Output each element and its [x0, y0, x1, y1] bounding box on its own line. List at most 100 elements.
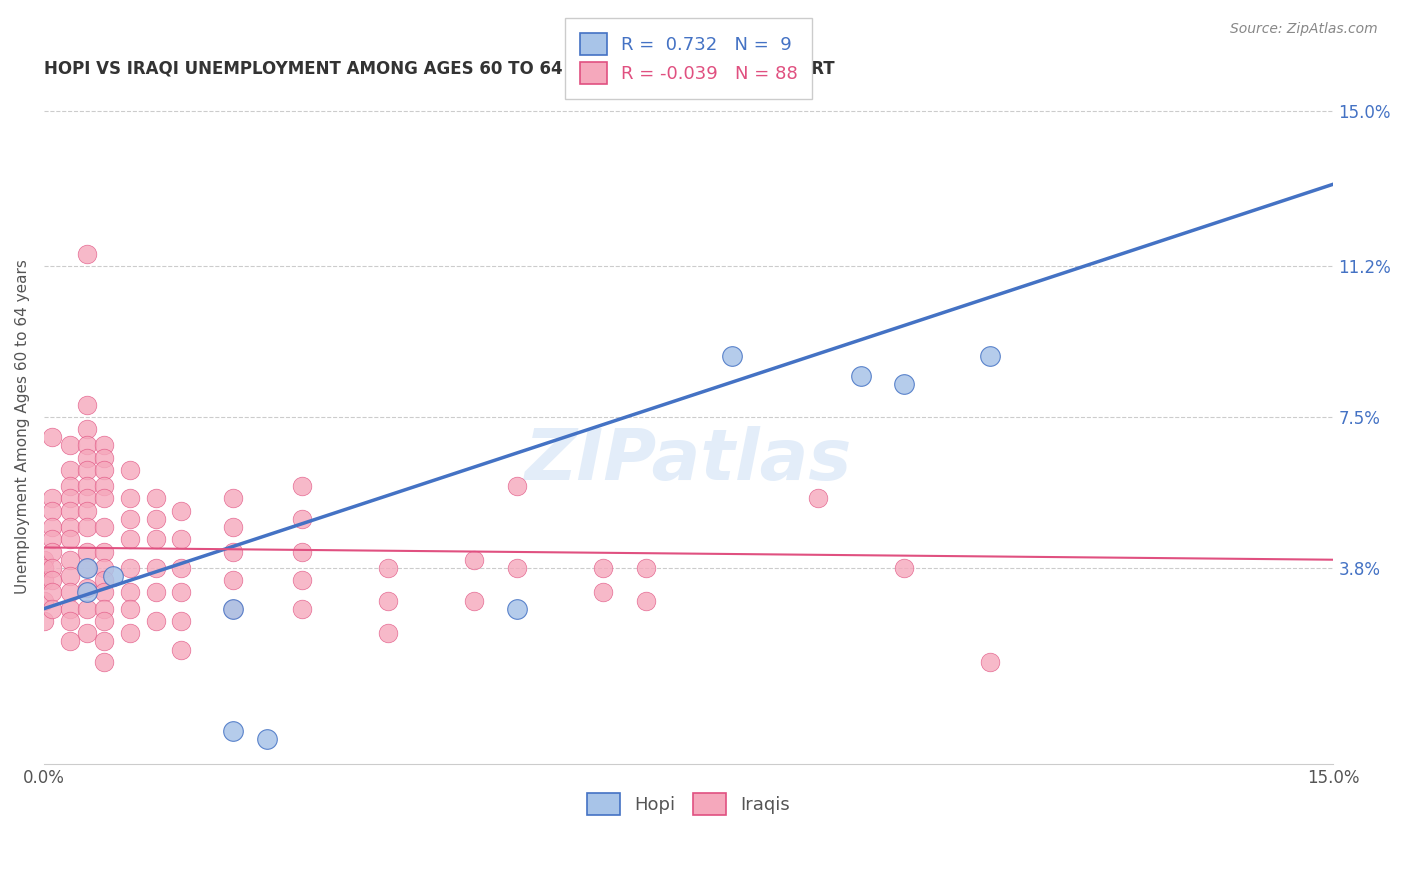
Text: ZIPatlas: ZIPatlas [524, 426, 852, 495]
Point [59, 504, 82, 518]
Point [76, 582, 98, 596]
Point [32, 552, 55, 566]
Point [93, 614, 115, 628]
Point [41, 601, 63, 615]
Point [145, 561, 167, 575]
Point [170, 585, 193, 599]
Point [41, 533, 63, 547]
Point [806, 491, 828, 506]
Point [634, 561, 657, 575]
Point [222, 520, 245, 534]
Point [59, 614, 82, 628]
Point [93, 491, 115, 506]
Point [93, 585, 115, 599]
Point [76, 246, 98, 260]
Point [59, 520, 82, 534]
Point [256, 732, 278, 747]
Point [59, 491, 82, 506]
Point [59, 634, 82, 648]
Point [41, 504, 63, 518]
Point [506, 479, 529, 493]
Point [41, 573, 63, 587]
Point [93, 544, 115, 558]
Point [592, 585, 614, 599]
Point [76, 585, 98, 599]
Point [291, 479, 314, 493]
Point [291, 573, 314, 587]
Point [170, 561, 193, 575]
Point [118, 561, 141, 575]
Point [76, 422, 98, 436]
Point [222, 491, 245, 506]
Point [222, 601, 245, 615]
Point [145, 614, 167, 628]
Point [76, 398, 98, 412]
Legend: Hopi, Iraqis: Hopi, Iraqis [581, 786, 797, 822]
Point [377, 593, 399, 607]
Point [170, 642, 193, 657]
Point [170, 533, 193, 547]
Point [76, 520, 98, 534]
Point [463, 593, 485, 607]
Point [93, 561, 115, 575]
Point [222, 601, 245, 615]
Point [93, 450, 115, 465]
Point [145, 533, 167, 547]
Point [41, 561, 63, 575]
Point [41, 430, 63, 444]
Point [145, 585, 167, 599]
Point [59, 601, 82, 615]
Point [634, 593, 657, 607]
Point [506, 561, 529, 575]
Point [118, 585, 141, 599]
Point [76, 561, 98, 575]
Point [979, 349, 1001, 363]
Point [93, 634, 115, 648]
Point [118, 626, 141, 640]
Point [291, 544, 314, 558]
Point [93, 573, 115, 587]
Point [118, 463, 141, 477]
Point [222, 724, 245, 739]
Text: HOPI VS IRAQI UNEMPLOYMENT AMONG AGES 60 TO 64 YEARS CORRELATION CHART: HOPI VS IRAQI UNEMPLOYMENT AMONG AGES 60… [44, 60, 835, 78]
Point [59, 585, 82, 599]
Point [222, 573, 245, 587]
Point [76, 601, 98, 615]
Point [59, 438, 82, 452]
Point [101, 569, 124, 583]
Point [93, 655, 115, 669]
Point [93, 520, 115, 534]
Point [145, 491, 167, 506]
Y-axis label: Unemployment Among Ages 60 to 64 years: Unemployment Among Ages 60 to 64 years [15, 260, 30, 594]
Point [592, 561, 614, 575]
Point [41, 544, 63, 558]
Point [118, 601, 141, 615]
Point [59, 463, 82, 477]
Point [59, 533, 82, 547]
Point [893, 561, 915, 575]
Point [93, 438, 115, 452]
Point [76, 450, 98, 465]
Point [59, 569, 82, 583]
Point [59, 479, 82, 493]
Point [893, 377, 915, 392]
Point [118, 491, 141, 506]
Point [222, 544, 245, 558]
Point [145, 512, 167, 526]
Point [93, 479, 115, 493]
Point [720, 349, 742, 363]
Point [41, 520, 63, 534]
Point [118, 512, 141, 526]
Point [76, 561, 98, 575]
Point [291, 512, 314, 526]
Point [506, 601, 529, 615]
Point [32, 561, 55, 575]
Point [32, 614, 55, 628]
Point [76, 544, 98, 558]
Point [76, 626, 98, 640]
Point [849, 369, 872, 384]
Point [377, 561, 399, 575]
Point [76, 438, 98, 452]
Point [979, 655, 1001, 669]
Point [118, 533, 141, 547]
